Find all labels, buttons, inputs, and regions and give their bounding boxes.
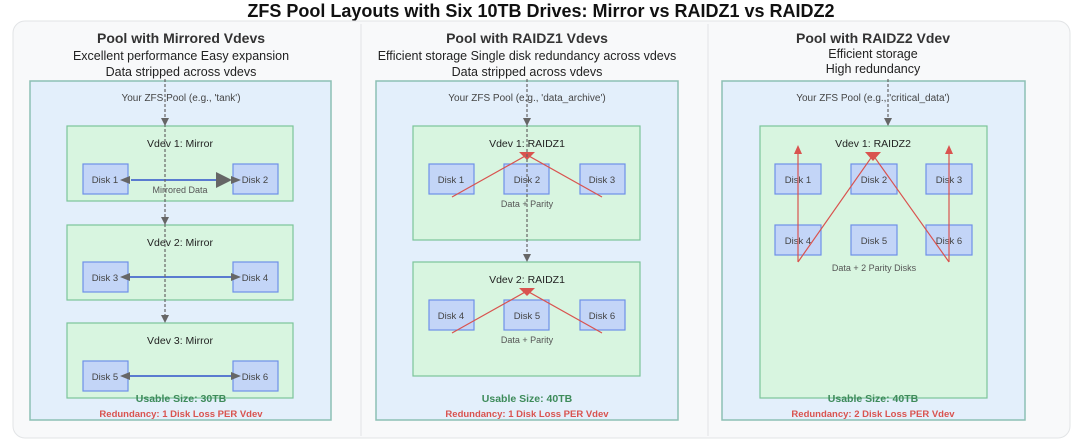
vdev-label: Vdev 1: RAIDZ2 xyxy=(835,138,911,150)
vdev-label: Vdev 3: Mirror xyxy=(147,335,213,347)
flow-arrowheads xyxy=(161,118,169,323)
flow-arrowhead xyxy=(884,118,892,126)
disk-label: Disk 2 xyxy=(242,175,268,186)
disk-label: Disk 5 xyxy=(92,372,118,383)
disk-label: Disk 1 xyxy=(92,175,118,186)
vdev-label: Vdev 2: Mirror xyxy=(147,237,213,249)
panel-subtitle: High redundancy xyxy=(826,62,921,76)
redundancy: Redundancy: 1 Disk Loss PER Vdev xyxy=(445,409,609,420)
pool-label: Your ZFS Pool (e.g., 'critical_data') xyxy=(796,93,950,104)
disk xyxy=(232,163,279,195)
disk-label: Disk 5 xyxy=(514,311,540,322)
disk xyxy=(503,299,550,331)
mirror-panel: Pool with Mirrored Vdevs Excellent perfo… xyxy=(29,30,332,421)
disk xyxy=(82,360,129,392)
usable-size: Usable Size: 40TB xyxy=(828,393,919,405)
disk-label: Disk 2 xyxy=(861,175,887,186)
redundancy: Redundancy: 2 Disk Loss PER Vdev xyxy=(791,409,955,420)
disk-label: Disk 4 xyxy=(438,311,464,322)
pool-label: Your ZFS Pool (e.g., 'data_archive') xyxy=(448,93,605,104)
disk-label: Disk 4 xyxy=(242,273,268,284)
panel-subtitle: Excellent performance Easy expansion xyxy=(73,49,289,63)
diagram-title: ZFS Pool Layouts with Six 10TB Drives: M… xyxy=(247,1,834,21)
panel-subtitle: Efficient storage Single disk redundancy… xyxy=(378,49,677,63)
raidz2-panel: Pool with RAIDZ2 Vdev Efficient storage … xyxy=(721,30,1026,421)
vdev-label: Vdev 1: Mirror xyxy=(147,138,213,150)
disk-label: Disk 5 xyxy=(861,236,887,247)
vdev-note: Data + Parity xyxy=(501,335,554,345)
disk-label: Disk 6 xyxy=(589,311,615,322)
panel-heading: Pool with RAIDZ1 Vdevs xyxy=(446,30,608,46)
disk xyxy=(850,224,898,256)
pool-label: Your ZFS Pool (e.g., 'tank') xyxy=(121,93,240,104)
panel-heading: Pool with Mirrored Vdevs xyxy=(97,30,265,46)
disk-label: Disk 1 xyxy=(438,175,464,186)
usable-size: Usable Size: 30TB xyxy=(136,393,227,405)
parity-arrowheads xyxy=(794,145,953,161)
disk xyxy=(82,163,129,195)
panel-subtitle: Efficient storage xyxy=(828,47,917,61)
vdev-note: Data + 2 Parity Disks xyxy=(832,263,917,273)
raidz1-panel: Pool with RAIDZ1 Vdevs Efficient storage… xyxy=(375,30,679,421)
disk-label: Disk 3 xyxy=(589,175,615,186)
disk-label: Disk 3 xyxy=(92,273,118,284)
panel-heading: Pool with RAIDZ2 Vdev xyxy=(796,30,950,46)
panel-subtitle: Data stripped across vdevs xyxy=(452,65,603,79)
usable-size: Usable Size: 40TB xyxy=(482,393,573,405)
redundancy: Redundancy: 1 Disk Loss PER Vdev xyxy=(99,409,263,420)
panel-subtitle: Data stripped across vdevs xyxy=(106,65,257,79)
vdev-label: Vdev 2: RAIDZ1 xyxy=(489,274,565,286)
vdev-note: Mirrored Data xyxy=(152,185,207,195)
disk-label: Disk 6 xyxy=(242,372,268,383)
parity-arrowhead xyxy=(519,288,535,296)
